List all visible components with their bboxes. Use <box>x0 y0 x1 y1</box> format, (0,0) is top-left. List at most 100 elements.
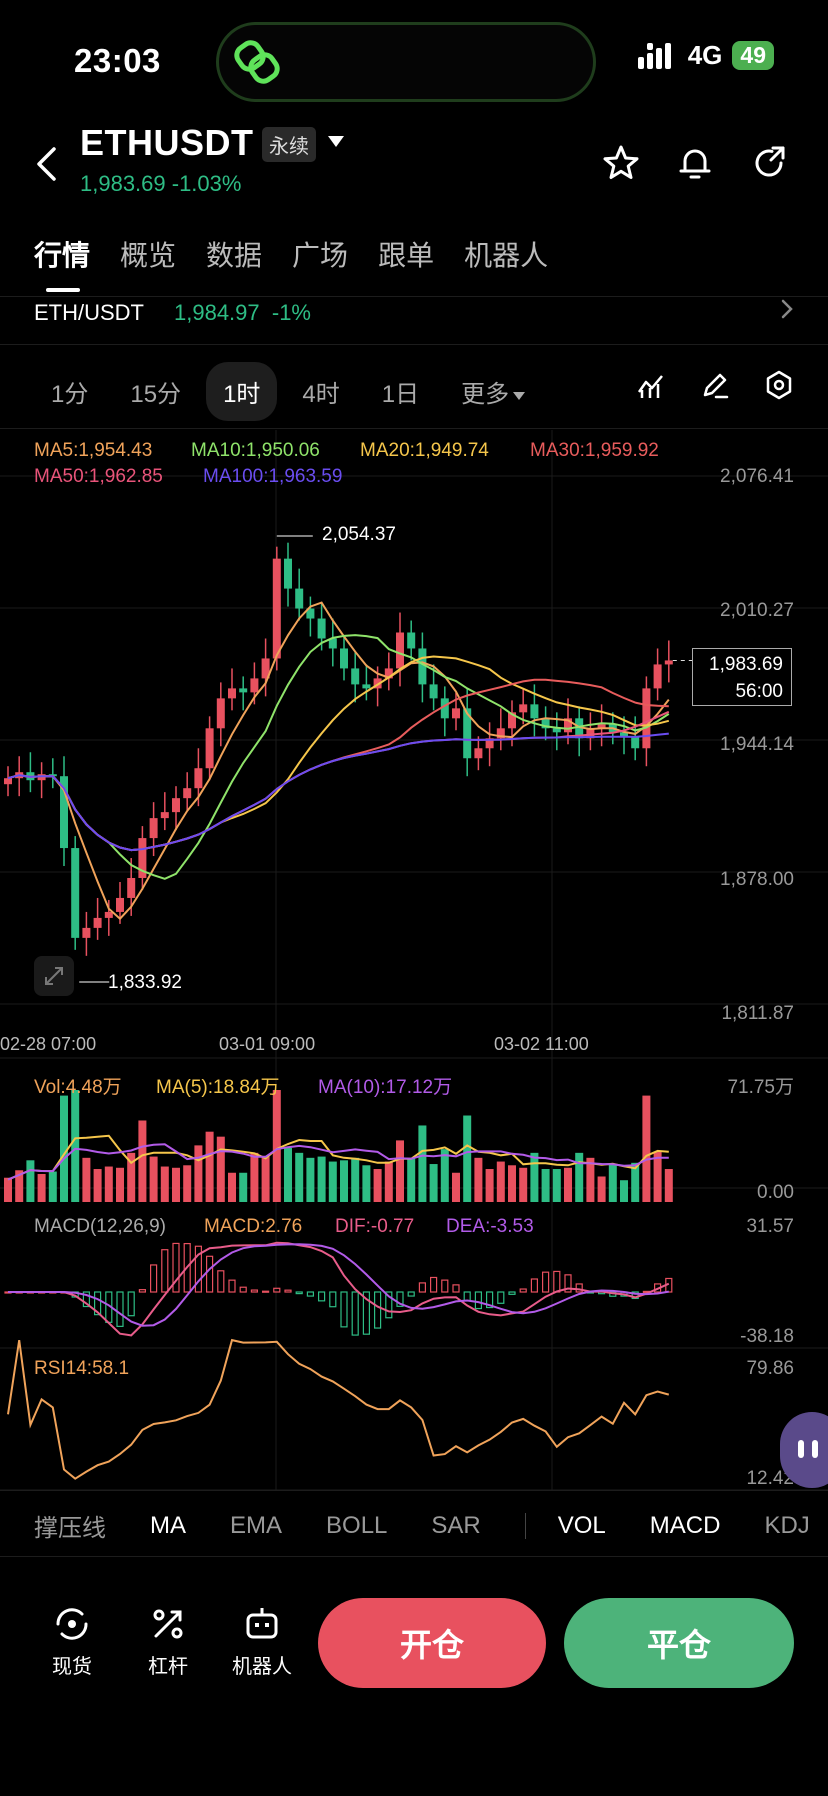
candle-body <box>440 698 449 719</box>
candle-body <box>194 768 203 789</box>
volume-bar <box>261 1156 270 1202</box>
nav-margin[interactable]: 杠杆 <box>128 1604 208 1679</box>
tab-market[interactable]: 行情 <box>34 240 91 271</box>
candle-body <box>418 648 427 685</box>
macd-histogram-bar <box>541 1271 550 1293</box>
candle-body <box>239 688 248 693</box>
volume-bar <box>541 1169 550 1202</box>
indicator-support-resistance[interactable]: 撑压线 <box>34 1515 106 1542</box>
nav-spot[interactable]: 现货 <box>32 1604 112 1679</box>
open-position-button[interactable]: 开仓 <box>318 1598 546 1688</box>
spot-pair-label[interactable]: ETH/USDT <box>34 300 144 325</box>
candlestick-chart[interactable] <box>0 430 828 1490</box>
candle-body <box>93 917 102 928</box>
tab-copy-trade[interactable]: 跟单 <box>378 240 435 271</box>
macd-histogram-bar <box>150 1264 158 1293</box>
last-price-box: 1,983.69 56:00 <box>692 648 792 706</box>
back-icon[interactable] <box>34 146 58 182</box>
contract-type-badge[interactable]: 永续 <box>262 127 316 162</box>
active-tab-indicator <box>46 288 80 292</box>
macd-histogram-bar <box>530 1278 539 1293</box>
volume-bar <box>306 1157 315 1202</box>
share-icon[interactable] <box>750 144 788 182</box>
candle-body <box>541 718 550 729</box>
candle-body <box>351 668 360 685</box>
favorite-star-icon[interactable] <box>602 144 640 182</box>
indicator-macd[interactable]: MACD <box>649 1511 721 1539</box>
assistant-icon <box>798 1440 818 1458</box>
volume-bar <box>183 1165 192 1202</box>
candle-body <box>216 698 225 729</box>
macd-histogram-bar <box>486 1291 494 1309</box>
indicator-sar[interactable]: SAR <box>431 1511 481 1539</box>
volume-bar <box>396 1140 404 1202</box>
candle-body <box>362 684 371 689</box>
volume-bar <box>317 1156 326 1202</box>
volume-bar <box>116 1167 124 1202</box>
status-time: 23:03 <box>74 42 161 79</box>
tab-overview[interactable]: 概览 <box>120 240 177 271</box>
macd-histogram-bar <box>318 1291 326 1302</box>
tab-bots[interactable]: 机器人 <box>464 240 549 271</box>
macd-histogram-bar <box>452 1284 460 1293</box>
volume-bar <box>82 1157 91 1202</box>
nav-bots[interactable]: 机器人 <box>222 1604 302 1679</box>
network-type: 4G <box>687 40 723 70</box>
indicator-icon[interactable] <box>636 370 666 400</box>
interval-more-label: 更多 <box>461 381 510 408</box>
macd-histogram-bar <box>172 1242 180 1293</box>
volume-bar <box>407 1157 416 1202</box>
candle-body <box>340 648 348 669</box>
floating-assistant-button[interactable] <box>780 1412 828 1488</box>
volume-bar <box>340 1160 348 1202</box>
macd-histogram-bar <box>127 1291 135 1317</box>
divider <box>0 344 828 345</box>
indicator-vol[interactable]: VOL <box>557 1511 606 1539</box>
volume-bar <box>440 1149 449 1202</box>
spot-icon <box>56 1608 88 1640</box>
candle-body <box>519 704 528 713</box>
ma100-legend: MA100:1,963.59 <box>203 466 343 487</box>
macd-histogram-bar <box>228 1279 236 1293</box>
macd-axis-bottom: -38.18 <box>740 1326 794 1347</box>
macd-histogram-bar <box>497 1291 505 1304</box>
volume-bar <box>418 1125 427 1202</box>
candle-body <box>205 728 214 769</box>
candle-body <box>60 776 68 849</box>
tab-data[interactable]: 数据 <box>206 240 263 271</box>
indicator-kdj[interactable]: KDJ <box>764 1511 810 1539</box>
draw-pen-icon[interactable] <box>700 370 730 400</box>
macd-histogram-bar <box>194 1245 202 1293</box>
chevron-right-icon[interactable] <box>780 298 794 320</box>
tab-square[interactable]: 广场 <box>292 240 349 271</box>
interval-15m[interactable]: 15分 <box>130 381 182 408</box>
macd-dea: DEA:-3.53 <box>446 1216 534 1237</box>
macd-histogram-bar <box>418 1282 426 1293</box>
candle-body <box>620 732 628 737</box>
contract-pair[interactable]: ETHUSDT <box>80 122 254 163</box>
volume-bar <box>508 1165 516 1202</box>
alert-bell-icon[interactable] <box>676 144 714 182</box>
candle-body <box>104 911 113 918</box>
macd-histogram-bar <box>93 1291 102 1316</box>
pair-dropdown-icon[interactable] <box>328 136 344 147</box>
interval-1h[interactable]: 1时 <box>206 362 278 421</box>
price-axis-label: 2,076.41 <box>720 466 794 487</box>
macd-histogram-bar <box>508 1291 516 1295</box>
indicator-ma[interactable]: MA <box>150 1511 186 1539</box>
interval-1d[interactable]: 1日 <box>381 381 420 408</box>
macd-histogram-bar <box>284 1289 292 1293</box>
indicator-ema[interactable]: EMA <box>230 1511 283 1539</box>
candle-body <box>328 638 337 649</box>
close-position-button[interactable]: 平仓 <box>564 1598 794 1688</box>
indicator-boll[interactable]: BOLL <box>326 1511 388 1539</box>
volume-bar <box>172 1167 180 1202</box>
fullscreen-button[interactable] <box>34 956 74 996</box>
chart-settings-icon[interactable] <box>764 370 794 400</box>
interval-1m[interactable]: 1分 <box>51 381 89 408</box>
interval-more[interactable]: 更多 <box>444 362 542 421</box>
macd-histogram-bar <box>306 1291 314 1297</box>
candle-body <box>295 588 304 609</box>
candle-body <box>463 708 472 759</box>
interval-4h[interactable]: 4时 <box>302 381 340 408</box>
